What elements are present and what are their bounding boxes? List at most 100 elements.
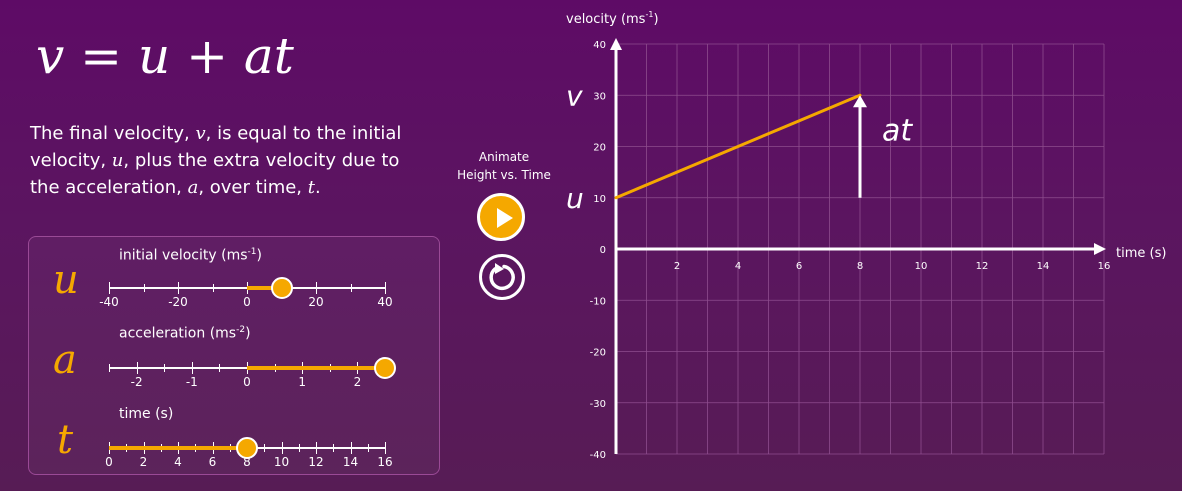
time-tick-label: 14 (342, 455, 359, 469)
acceleration-knob[interactable] (374, 357, 396, 379)
time-tick (281, 442, 283, 454)
initial_velocity-tick (385, 282, 386, 294)
time-tick-label: 6 (208, 455, 217, 469)
animate-label-line2: Height vs. Time (457, 168, 551, 182)
initial_velocity-tick-label: 40 (377, 295, 393, 309)
acceleration-slider[interactable]: -2 -1 0 1 2 (109, 357, 396, 393)
equation-equals: = (80, 27, 123, 85)
time-tick-label: 2 (139, 455, 148, 469)
initial-velocity-unit-exp: -1 (247, 247, 257, 257)
initial_velocity-tick (143, 284, 145, 292)
time-tick-label: 10 (273, 455, 290, 469)
description-u: u (111, 150, 124, 171)
description-t: t (307, 177, 315, 198)
y-tick-label: -30 (590, 399, 606, 410)
x-tick-label: 6 (796, 261, 802, 272)
initial_velocity-tick-label: 20 (308, 295, 324, 309)
initial-velocity-title: initial velocity (ms-1) (119, 247, 262, 264)
reset-button[interactable] (479, 254, 525, 300)
x-tick-label: 16 (1098, 261, 1111, 272)
equation-plus: + (186, 27, 228, 85)
initial_velocity-tick (350, 284, 352, 292)
equation: v = u + at (36, 26, 294, 86)
graph-axes (610, 38, 1106, 454)
at-label: at (882, 114, 913, 149)
acceleration-fill (247, 366, 385, 370)
acceleration-tick (109, 364, 110, 372)
animate-label: Animate Height vs. Time (454, 148, 554, 184)
time-slider[interactable]: 0 2 4 6 8 10 12 14 16 (105, 437, 393, 473)
time-tick-label: 8 (243, 455, 251, 469)
acceleration-tick (136, 362, 138, 374)
acceleration-title-end: ) (245, 325, 251, 342)
initial-velocity-title-text: initial velocity (ms (119, 247, 248, 264)
initial_velocity-tick (316, 282, 317, 294)
y-axis-arrowhead (610, 38, 622, 50)
u-axis-marker: u (566, 182, 584, 215)
time-tick-label: 0 (105, 455, 113, 469)
equation-u: u (137, 27, 171, 85)
time-tick-label: 4 (174, 455, 182, 469)
t-letter: t (57, 417, 74, 463)
y-tick-label: -40 (590, 450, 606, 461)
initial-velocity-slider[interactable]: -40 -20 0 20 40 (99, 277, 393, 313)
initial_velocity-tick-label: -20 (168, 295, 188, 309)
u-letter: u (53, 257, 79, 303)
reset-icon (489, 263, 515, 291)
series-line (615, 93, 861, 200)
description: The final velocity, v, is equal to the i… (30, 120, 430, 201)
time-tick (298, 444, 300, 452)
initial_velocity-tick (212, 284, 214, 292)
description-text-4: , over time, (198, 177, 308, 198)
initial_velocity-tick (178, 282, 179, 294)
x-tick-label: 8 (857, 261, 863, 272)
equation-at: at (243, 27, 294, 85)
time-tick (316, 442, 317, 454)
play-icon (497, 208, 513, 228)
controls-panel: u initial velocity (ms-1) -40 -20 0 20 40 a … (28, 236, 440, 475)
initial_velocity-tick (109, 282, 110, 294)
acceleration-tick-label: -2 (130, 375, 143, 389)
description-text-3: , plus the extra velocity due to the acc… (30, 150, 400, 198)
description-v: v (195, 123, 206, 144)
initial_velocity-tick-label: 0 (243, 295, 251, 309)
series-point (614, 196, 618, 200)
initial-velocity-title-end: ) (256, 247, 262, 264)
play-button[interactable] (477, 193, 525, 241)
y-tick-label: -20 (590, 348, 606, 359)
description-text-1: The final velocity, (30, 123, 196, 144)
a-letter: a (53, 337, 77, 383)
y-tick-label: 40 (593, 40, 606, 51)
graph-annotations: at v u (566, 79, 913, 215)
y-tick-label: 10 (593, 194, 606, 205)
y-tick-label: 0 (600, 245, 606, 256)
time-knob[interactable] (236, 437, 258, 459)
acceleration-tick (219, 364, 221, 372)
time-tick (367, 444, 369, 452)
x-tick-label: 4 (735, 261, 741, 272)
x-tick-label: 2 (674, 261, 680, 272)
x-tick-label: 12 (976, 261, 989, 272)
time-tick (264, 444, 266, 452)
time-title: time (s) (119, 406, 174, 422)
time-tick (385, 442, 386, 454)
acceleration-title-text: acceleration (ms (119, 325, 237, 342)
acceleration-unit-exp: -2 (236, 325, 246, 335)
initial_velocity-knob[interactable] (270, 277, 293, 299)
x-tick-label: 10 (915, 261, 928, 272)
time-tick (333, 444, 335, 452)
acceleration-tick (164, 364, 166, 372)
acceleration-tick-label: 1 (298, 375, 307, 389)
initial_velocity-fill (247, 286, 282, 290)
acceleration-tick (191, 362, 193, 374)
time-tick-label: 16 (377, 455, 393, 469)
description-text-2: , is equal to the initial velocity, (30, 123, 402, 171)
time-tick-label: 12 (308, 455, 324, 469)
at-arrow-head (853, 95, 867, 108)
time-tick (350, 442, 352, 454)
graph-tick-labels: 2 4 6 8 10 12 14 16 40 30 20 10 0 -10 -20 -30 -40 (590, 40, 1111, 461)
initial_velocity-tick-label: -40 (99, 295, 119, 309)
acceleration-tick-label: 2 (353, 375, 362, 389)
animate-label-line1: Animate (478, 150, 530, 164)
description-a: a (187, 177, 199, 198)
